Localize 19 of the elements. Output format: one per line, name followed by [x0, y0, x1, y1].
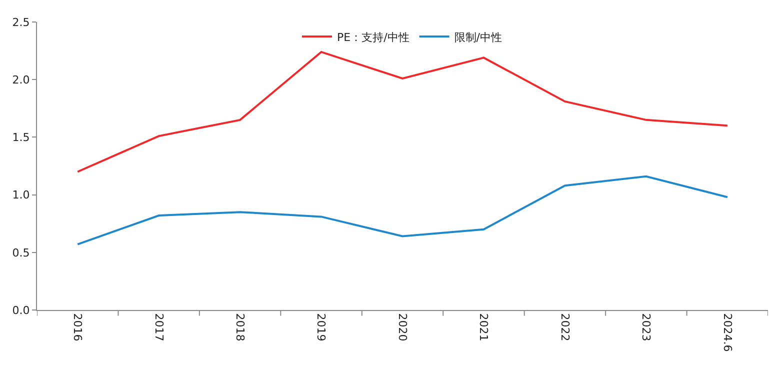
- legend-label: 限制/中性: [454, 30, 502, 44]
- x-tick-label: 2024.6: [720, 313, 734, 352]
- line-series: [76, 50, 728, 173]
- y-tick-label: 2.0: [12, 73, 30, 86]
- x-tick-label: 2021: [477, 313, 490, 342]
- x-tick-label: 2019: [314, 313, 328, 342]
- x-tick-label: 2016: [71, 313, 84, 342]
- legend-label: PE：支持/中性: [337, 30, 410, 44]
- y-tick-label: 1.0: [12, 188, 30, 202]
- x-tick-label: 2018: [233, 313, 246, 342]
- x-tick-label: 2022: [558, 313, 572, 342]
- line-series: [76, 175, 728, 246]
- y-tick-label: 0.5: [12, 246, 30, 260]
- x-tick-label: 2023: [640, 313, 653, 342]
- y-tick-label: 2.5: [12, 16, 30, 29]
- y-tick-label: 0.0: [12, 304, 30, 317]
- x-tick-label: 2017: [152, 313, 166, 342]
- x-tick-label: 2020: [396, 313, 409, 342]
- y-tick-label: 1.5: [12, 131, 30, 144]
